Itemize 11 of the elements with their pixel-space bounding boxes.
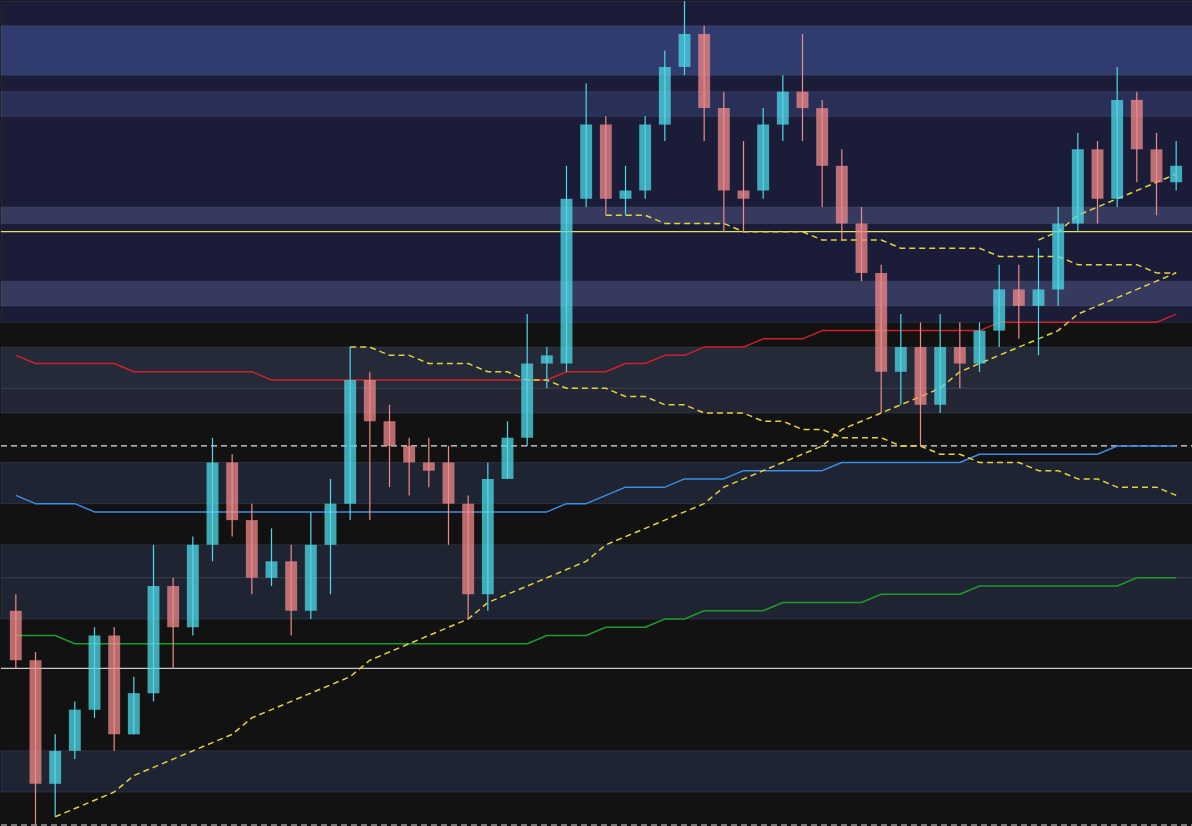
candlestick — [403, 437, 416, 496]
candlestick — [1170, 140, 1183, 192]
candlestick — [265, 527, 278, 587]
candlestick — [1012, 264, 1025, 340]
candlestick — [796, 33, 809, 142]
candlestick — [1032, 247, 1045, 356]
candlestick — [619, 165, 632, 216]
candlestick — [540, 346, 553, 389]
candlestick — [422, 437, 435, 488]
candlestick — [737, 140, 750, 233]
candlestick — [953, 321, 966, 389]
